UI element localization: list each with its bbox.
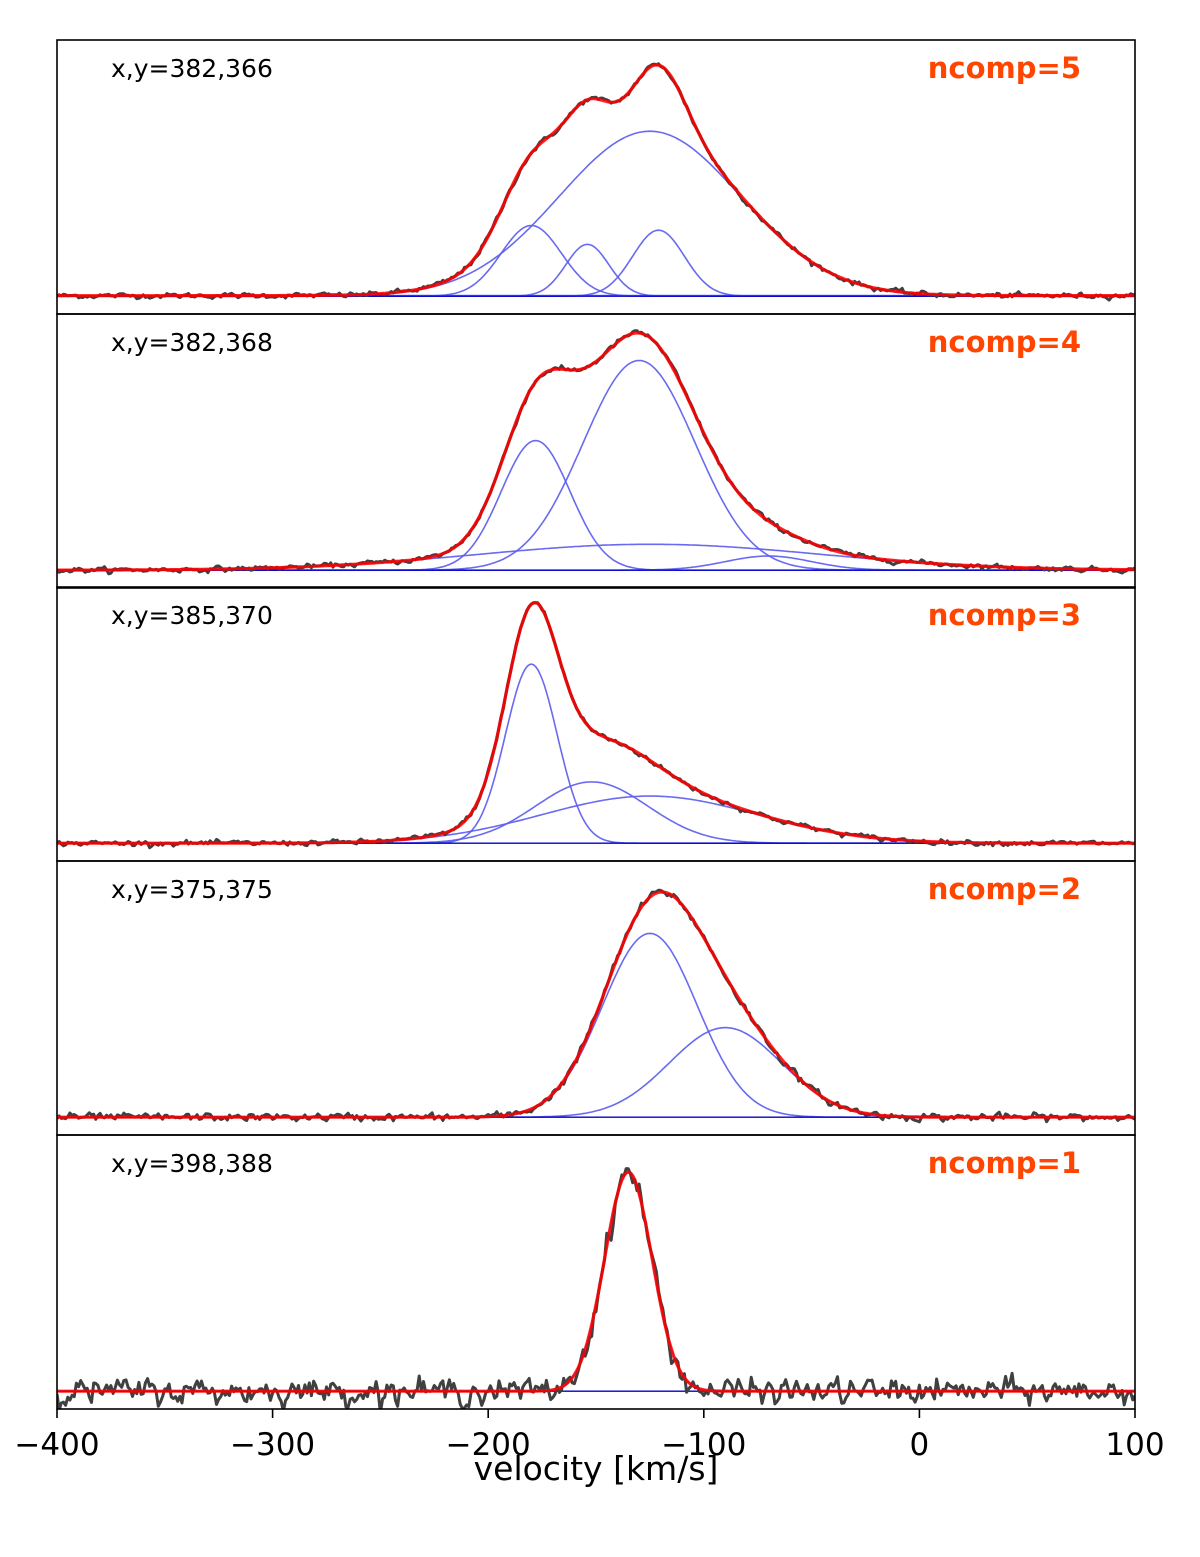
component-gaussian-1 [57, 663, 1135, 844]
spectrum-panel-2: x,y=382,368 ncomp=4 [56, 313, 1136, 589]
x-tick-label: −200 [446, 1427, 531, 1463]
ncomp-label: ncomp=3 [928, 598, 1081, 632]
total-fit [57, 600, 1135, 845]
total-fit [57, 331, 1135, 572]
component-gaussian-1 [57, 439, 1135, 571]
x-axis: −400 −300 −200 −100 0 100 [14, 1409, 1165, 1463]
pixel-coordinate-label: x,y=375,375 [111, 875, 273, 904]
observed-spectrum [57, 1167, 1135, 1409]
spectrum-panel-3: x,y=385,370 ncomp=3 [56, 586, 1136, 862]
pixel-coordinate-label: x,y=385,370 [111, 601, 273, 630]
pixel-coordinate-label: x,y=382,366 [111, 54, 273, 83]
spectrum-panel-4: x,y=375,375 ncomp=2 [56, 860, 1136, 1136]
x-tick-label: −100 [661, 1427, 746, 1463]
x-tick-label: −400 [14, 1427, 99, 1463]
component-gaussian-2 [57, 359, 1135, 571]
ncomp-label: ncomp=4 [928, 325, 1081, 359]
observed-spectrum [57, 329, 1135, 576]
component-gaussian-2 [57, 781, 1135, 844]
panel-frame [56, 1134, 1136, 1410]
spectrum-panel-5: x,y=398,388 ncomp=1 [56, 1134, 1136, 1410]
total-fit [57, 890, 1135, 1119]
component-gaussian-1 [57, 932, 1135, 1118]
panel-frame [56, 313, 1136, 589]
total-fit [57, 1170, 1135, 1393]
observed-spectrum [57, 888, 1135, 1124]
ncomp-label: ncomp=5 [928, 51, 1081, 85]
ncomp-label: ncomp=1 [928, 1146, 1081, 1180]
total-fit [57, 63, 1135, 298]
pixel-coordinate-label: x,y=382,368 [111, 328, 273, 357]
component-gaussian-1 [57, 224, 1135, 297]
observed-spectrum [57, 601, 1135, 850]
x-axis-title: velocity [km/s] [474, 1449, 719, 1488]
x-tick-label: 0 [910, 1427, 930, 1463]
component-gaussian-1 [57, 1171, 1135, 1392]
pixel-coordinate-label: x,y=398,388 [111, 1149, 273, 1178]
ncomp-label: ncomp=2 [928, 872, 1081, 906]
x-tick-label: −300 [230, 1427, 315, 1463]
component-gaussian-2 [57, 1026, 1135, 1118]
panels-group: x,y=382,366 ncomp=5x,y=382,368 ncomp=4x,y=… [56, 39, 1136, 1410]
spectrum-panel-1: x,y=382,366 ncomp=5 [56, 39, 1136, 315]
x-tick-label: 100 [1105, 1427, 1164, 1463]
component-gaussian-4 [57, 130, 1135, 297]
component-gaussian-3 [57, 229, 1135, 297]
